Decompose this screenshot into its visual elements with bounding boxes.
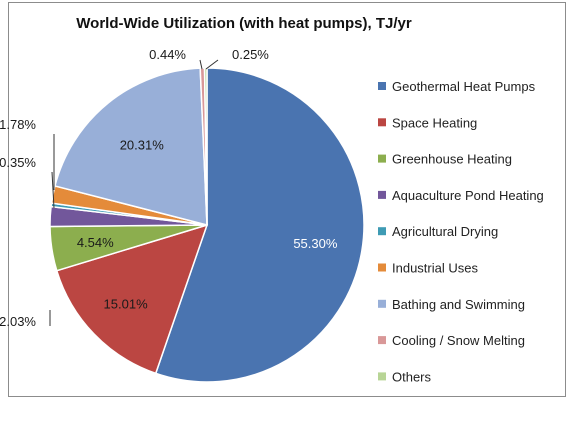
legend-label-agricultural-drying: Agricultural Drying xyxy=(392,224,498,239)
data-label-agricultural-drying: 0.35% xyxy=(0,155,36,170)
legend-label-others: Others xyxy=(392,369,432,384)
legend-swatch-greenhouse-heating xyxy=(378,154,386,163)
legend-swatch-space-heating xyxy=(378,118,386,127)
data-label-space-heating: 15.01% xyxy=(104,296,149,311)
pie-slice-space-heating xyxy=(55,223,209,375)
legend-swatch-aquaculture-pond-heating xyxy=(378,190,386,199)
data-label-geothermal-heat-pumps: 55.30% xyxy=(293,236,338,251)
pie-slice-geothermal-heat-pumps xyxy=(154,67,365,383)
leader-line-others xyxy=(205,59,219,70)
legend-swatch-geothermal-heat-pumps xyxy=(378,82,386,90)
legend-label-aquaculture-pond-heating: Aquaculture Pond Heating xyxy=(392,188,544,203)
data-label-bathing-and-swimming: 20.31% xyxy=(120,138,165,153)
legend-label-cooling-snow-melting: Cooling / Snow Melting xyxy=(392,333,525,348)
legend-label-bathing-and-swimming: Bathing and Swimming xyxy=(392,297,525,312)
data-label-aquaculture-pond-heating: 2.03% xyxy=(0,314,36,329)
data-label-industrial-uses: 1.78% xyxy=(0,117,36,132)
legend-swatch-bathing-and-swimming xyxy=(378,299,386,308)
legend-label-industrial-uses: Industrial Uses xyxy=(392,261,478,276)
data-label-greenhouse-heating: 4.54% xyxy=(77,235,114,250)
legend-swatch-industrial-uses xyxy=(378,263,386,272)
legend-swatch-others xyxy=(378,372,386,381)
data-label-others: 0.25% xyxy=(232,47,269,62)
legend-swatch-agricultural-drying xyxy=(378,227,386,236)
chart-title: World-Wide Utilization (with heat pumps)… xyxy=(76,15,412,32)
data-label-cooling-snow-melting: 0.44% xyxy=(149,47,186,62)
legend-label-greenhouse-heating: Greenhouse Heating xyxy=(392,152,512,167)
legend-swatch-cooling-snow-melting xyxy=(378,336,386,345)
leader-line-cooling-snow-melting xyxy=(199,59,203,70)
legend-label-space-heating: Space Heating xyxy=(392,115,477,130)
pie-slice-bathing-and-swimming xyxy=(54,67,208,226)
legend-label-geothermal-heat-pumps: Geothermal Heat Pumps xyxy=(392,79,536,94)
leader-line-agricultural-drying xyxy=(51,171,55,209)
